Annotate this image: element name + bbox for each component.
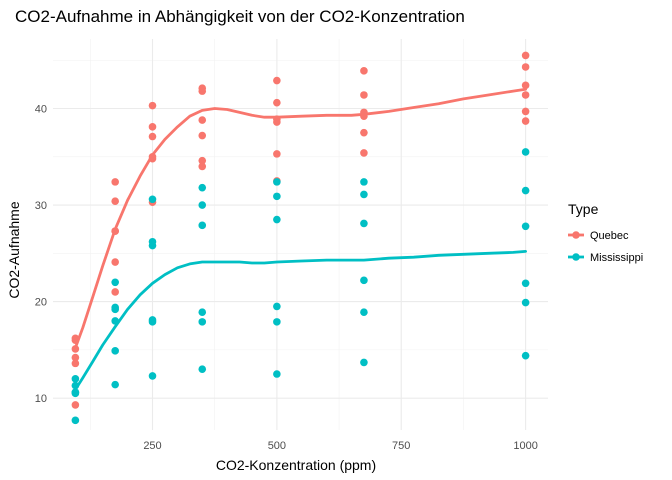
point-quebec [71,353,80,362]
point-quebec [111,258,119,266]
point-quebec [71,334,80,343]
legend-key-point-quebec [572,231,580,239]
point-quebec [273,150,281,158]
point-quebec [198,162,207,171]
point-quebec [273,115,281,123]
point-quebec [521,51,530,60]
point-mississippi [273,215,281,224]
point-mississippi [198,183,207,192]
point-quebec [111,288,119,296]
point-mississippi [360,219,368,228]
point-mississippi [198,308,207,317]
x-axis-ticks: 250 500 750 1000 [143,440,538,452]
point-mississippi [360,178,368,186]
point-quebec [360,149,368,157]
point-quebec [521,81,530,90]
legend-key-point-mississippi [572,253,580,261]
point-quebec [148,101,157,110]
point-quebec [521,107,530,116]
point-quebec [198,131,207,140]
point-mississippi [198,365,207,373]
grid [53,39,548,430]
point-quebec [148,152,157,161]
x-tick-label: 250 [143,440,161,452]
point-quebec [71,359,80,368]
chart-title: CO2-Aufnahme in Abhängigkeit von der CO2… [15,7,465,26]
point-quebec [360,108,368,117]
point-mississippi [111,278,119,287]
point-mississippi [521,222,530,231]
point-quebec [521,63,530,71]
point-mississippi [521,186,530,195]
smooth-line-mississippi [74,250,527,391]
smooth-line-quebec [74,87,527,350]
point-mississippi [71,416,80,425]
y-tick-label: 30 [35,200,47,212]
point-mississippi [521,148,530,156]
point-quebec [521,91,530,99]
point-quebec [360,91,368,99]
legend-label-mississippi: Mississippi [590,252,643,264]
y-axis-ticks: 10 20 30 40 [35,104,47,406]
point-mississippi [273,302,281,311]
point-mississippi [360,276,368,285]
point-mississippi [273,318,281,326]
point-quebec [111,227,119,235]
x-axis-title: CO2-Konzentration (ppm) [216,457,376,473]
point-mississippi [111,380,119,389]
point-mississippi [71,388,80,397]
point-mississippi [71,381,80,390]
point-mississippi [148,372,157,380]
point-quebec [111,197,119,205]
point-mississippi [198,221,207,230]
point-quebec [198,84,207,93]
point-mississippi [198,318,207,326]
legend-label-quebec: Quebec [590,230,629,242]
point-quebec [148,123,157,131]
legend-title: Type [568,201,599,217]
point-mississippi [198,201,207,209]
point-mississippi [360,190,368,199]
point-mississippi [521,351,530,360]
point-mississippi [148,195,157,204]
point-quebec [71,401,80,409]
point-mississippi [111,317,119,325]
point-mississippi [148,318,157,326]
x-tick-label: 1000 [513,440,537,452]
point-quebec [71,345,80,353]
point-mississippi [111,347,119,355]
data-points [71,51,530,425]
point-quebec [521,117,530,125]
x-tick-label: 500 [268,440,286,452]
point-quebec [198,156,207,165]
point-mississippi [521,298,530,307]
y-axis-title: CO2-Aufnahme [6,201,22,298]
point-mississippi [148,241,157,250]
point-quebec [360,128,368,137]
point-quebec [198,116,207,124]
point-mississippi [360,308,368,317]
y-tick-label: 10 [35,393,47,405]
point-quebec [360,67,368,75]
point-mississippi [71,375,80,383]
point-quebec [273,76,281,85]
legend: Type Quebec Mississippi [568,201,643,264]
point-mississippi [273,370,281,378]
y-tick-label: 40 [35,104,47,116]
point-mississippi [360,358,368,367]
point-mississippi [273,192,281,201]
smooth-lines [74,87,527,391]
point-quebec [273,98,281,107]
point-quebec [111,178,119,186]
point-quebec [148,132,157,141]
point-mississippi [111,303,119,312]
x-tick-label: 750 [392,440,410,452]
y-tick-label: 20 [35,297,47,309]
point-mississippi [521,279,530,288]
point-mississippi [273,178,281,186]
